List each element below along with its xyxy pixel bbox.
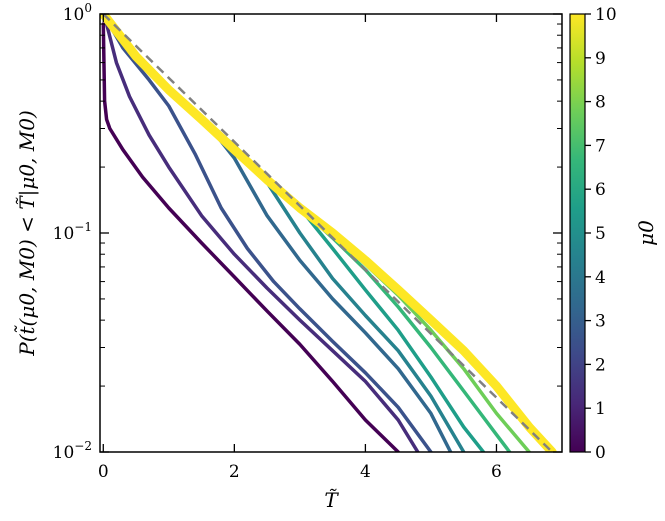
- colorbar-tick-label-8: 8: [595, 93, 606, 113]
- colorbar-label: μ0: [634, 220, 658, 246]
- y-tick-label-2: 10−2: [53, 439, 92, 463]
- series-layer: [100, 14, 557, 452]
- colorbar-tick-label-6: 6: [595, 180, 606, 200]
- x-tick-label-0: 0: [98, 462, 109, 482]
- series-line-1: [101, 22, 400, 452]
- y-tick-label-1: 10−1: [53, 220, 92, 244]
- colorbar-axis: 0 1 2 3 4 5 6 7 8 9 10: [585, 5, 617, 463]
- y-axis-label: P(t̃(μ0, M0) < T̃|μ0, M0): [13, 110, 40, 357]
- series-line-8: [101, 14, 531, 452]
- series-line-2: [101, 14, 420, 452]
- colorbar-tick-label-0: 0: [595, 443, 606, 463]
- colorbar-tick-label-10: 10: [595, 5, 617, 25]
- x-axis-label: T̃: [324, 488, 339, 512]
- series-line-3: [101, 14, 433, 452]
- x-axis: 0 2 4 6: [98, 14, 502, 482]
- colorbar: [569, 13, 586, 453]
- x-tick-label-2: 4: [360, 462, 371, 482]
- colorbar-tick-label-1: 1: [595, 399, 606, 419]
- colorbar-tick-label-2: 2: [595, 355, 606, 375]
- colorbar-tick-label-4: 4: [595, 268, 606, 288]
- colorbar-tick-label-5: 5: [595, 224, 606, 244]
- y-tick-label-0: 100: [63, 1, 92, 25]
- colorbar-tick-label-9: 9: [595, 49, 606, 69]
- series-line-9: [100, 14, 557, 452]
- colorbar-tick-label-3: 3: [595, 312, 606, 332]
- y-axis: 100 10−1 10−2: [53, 1, 562, 463]
- x-tick-label-3: 6: [491, 462, 502, 482]
- colorbar-tick-label-7: 7: [595, 136, 606, 156]
- x-tick-label-1: 2: [229, 462, 240, 482]
